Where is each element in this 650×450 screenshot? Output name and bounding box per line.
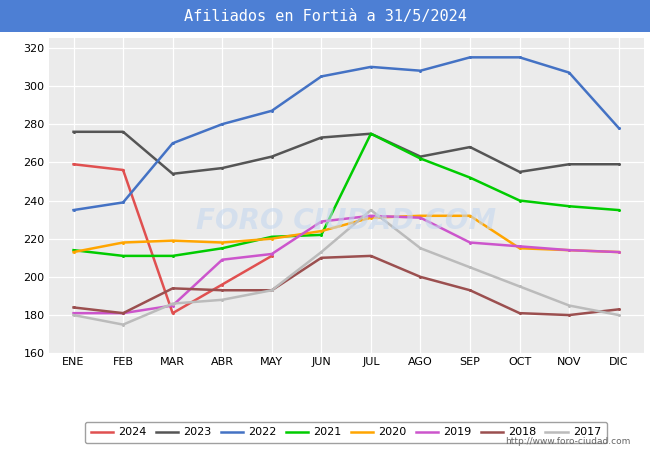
Text: Afiliados en Fortià a 31/5/2024: Afiliados en Fortià a 31/5/2024: [183, 9, 467, 24]
Legend: 2024, 2023, 2022, 2021, 2020, 2019, 2018, 2017: 2024, 2023, 2022, 2021, 2020, 2019, 2018…: [85, 422, 607, 443]
Text: http://www.foro-ciudad.com: http://www.foro-ciudad.com: [505, 436, 630, 446]
Text: FORO CIUDAD.COM: FORO CIUDAD.COM: [196, 207, 496, 235]
